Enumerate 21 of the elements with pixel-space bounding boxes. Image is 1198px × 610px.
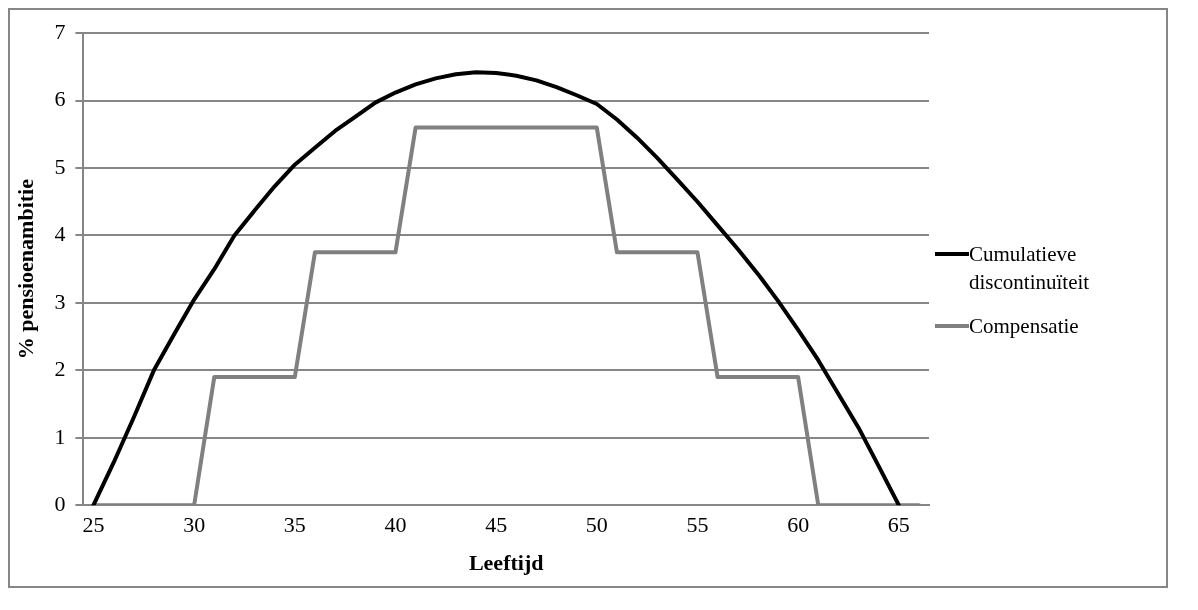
x-tick-label: 35 (283, 512, 306, 538)
x-axis-title: Leeftijd (468, 550, 544, 576)
legend-label: Cumulatieve discontinuïteit (969, 241, 1091, 296)
x-tick-label: 40 (384, 512, 407, 538)
legend-label: Compensatie (969, 313, 1079, 340)
y-tick-label: 4 (54, 221, 66, 247)
y-axis-title: % pensioenambitie (12, 178, 38, 360)
x-tick-label: 55 (686, 512, 709, 538)
x-tick-label: 25 (82, 512, 105, 538)
y-tick-label: 6 (54, 86, 66, 112)
x-tick-label: 65 (887, 512, 910, 538)
y-tick-label: 0 (54, 490, 66, 516)
x-tick-label: 50 (585, 512, 608, 538)
x-tick-label: 30 (183, 512, 206, 538)
y-tick-label: 3 (54, 288, 66, 314)
y-tick-label: 1 (54, 423, 66, 449)
x-tick-label: 60 (787, 512, 810, 538)
y-tick-label: 7 (54, 18, 66, 44)
y-tick-label: 5 (54, 153, 66, 179)
x-tick-label: 45 (485, 512, 508, 538)
y-tick-label: 2 (54, 356, 66, 382)
